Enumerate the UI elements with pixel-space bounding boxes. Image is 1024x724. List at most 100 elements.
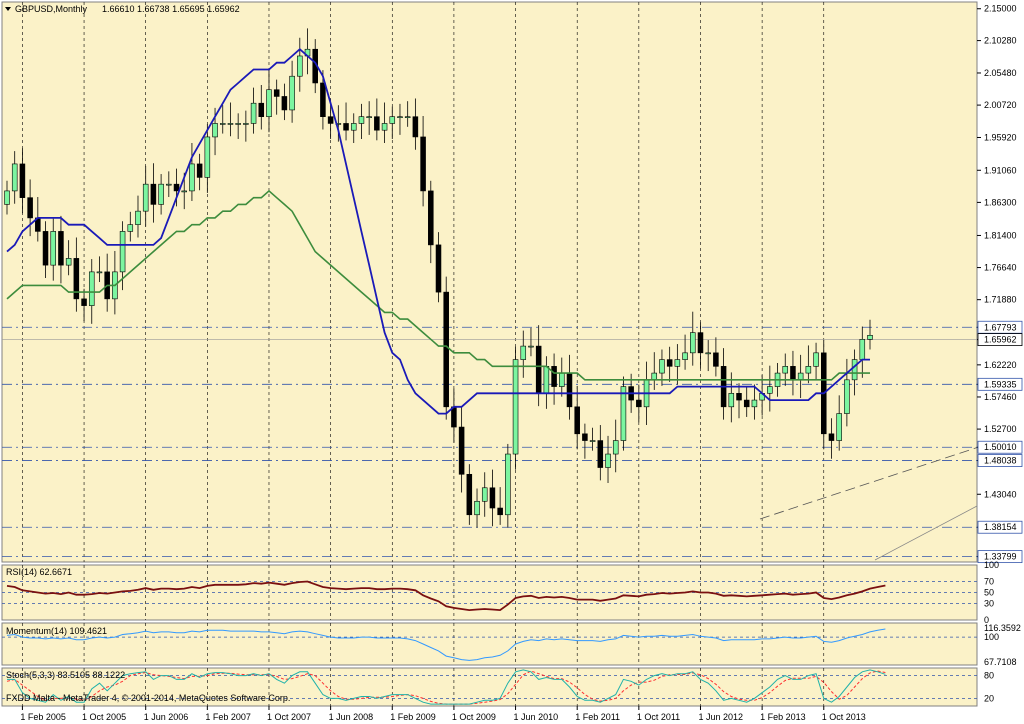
- price-tick-label: 1.71880: [984, 295, 1017, 305]
- rsi-line: [6, 580, 886, 612]
- price-tick-label: 1.59335: [984, 379, 1017, 389]
- candle-bear: [27, 197, 33, 219]
- candle-bull: [474, 500, 480, 516]
- momentum-tick-label: 116.3592: [984, 623, 1021, 633]
- candle-bull: [11, 163, 18, 192]
- time-tick-label: 1 Feb 2011: [575, 712, 620, 722]
- price-axis[interactable]: 2.15000 2.10280 2.05480 2.00720 1.95920 1.910…: [977, 4, 1023, 564]
- candle-bull: [243, 123, 249, 125]
- stoch-tick-label: 80: [984, 671, 994, 681]
- candle-bear: [535, 345, 542, 394]
- candle-bull: [751, 399, 758, 408]
- rsi-label: RSI(14) 62.6671: [6, 567, 72, 577]
- candle-bull: [512, 359, 519, 455]
- price-tick-label: 1.48038: [984, 456, 1017, 466]
- candle-bull: [481, 487, 488, 502]
- candle-bear: [451, 406, 457, 428]
- rsi-tick-label: 70: [984, 577, 994, 587]
- trend-lines: [759, 439, 1001, 561]
- price-tick-label: 1.65962: [984, 335, 1017, 345]
- time-axis[interactable]: 1 Feb 2005 1 Oct 2005 1 Jun 2006 1 Feb 2007…: [20, 706, 866, 722]
- price-tick-label: 1.50010: [984, 442, 1017, 452]
- stoch-pane[interactable]: 80 20 Stoch(5,3,3) 83.5105 88.1222 FXDD M…: [1, 667, 994, 707]
- price-pane-background: [1, 1, 978, 563]
- candle-bear: [81, 298, 87, 306]
- candle-bull: [166, 183, 172, 186]
- candle-bull: [212, 123, 218, 138]
- candle-bull: [381, 123, 388, 131]
- stoch-label: Stoch(5,3,3) 83.5105 88.1222: [6, 670, 125, 680]
- candle-bear: [73, 258, 80, 300]
- momentum-pane-background: [1, 622, 978, 666]
- chart-header: GBPUSD,Monthly 1.66610 1.66738 1.65695 1…: [5, 4, 240, 14]
- candle-bear: [443, 291, 449, 408]
- time-tick-label: 1 Jun 2010: [514, 712, 559, 722]
- candle-bear: [790, 366, 796, 381]
- candle-bull: [505, 453, 511, 516]
- candle-bear: [736, 393, 742, 401]
- price-tick-label: 1.67793: [984, 322, 1017, 332]
- candle-bear: [697, 332, 704, 354]
- candle-bear: [497, 507, 503, 516]
- price-tick-label: 1.33799: [984, 552, 1017, 562]
- time-tick-label: 1 Feb 2005: [20, 712, 66, 722]
- candle-bear: [713, 352, 719, 367]
- time-tick-label: 1 Oct 2007: [267, 712, 311, 722]
- time-tick-label: 1 Jun 2006: [144, 712, 189, 722]
- price-tick-label: 1.38154: [984, 522, 1017, 532]
- candle-bull: [119, 231, 126, 273]
- momentum-tick-label: 67.7108: [984, 657, 1017, 667]
- candle-bear: [636, 399, 642, 408]
- candle-bear: [566, 372, 573, 408]
- price-level-box: [977, 520, 1023, 534]
- candle-bear: [343, 123, 349, 131]
- candle-bear: [428, 190, 434, 246]
- candle-bear: [196, 163, 203, 178]
- trend-line-solid: [874, 505, 978, 561]
- candle-bull: [127, 224, 134, 232]
- candle-bull: [250, 102, 257, 124]
- candle-bear: [412, 116, 419, 138]
- candle-bear: [273, 89, 280, 97]
- copyright-label: FXDD Malta - MetaTrader 4, © 2001-2014, …: [6, 693, 290, 703]
- candle-bear: [489, 487, 496, 509]
- momentum-label: Momentum(14) 109.4621: [6, 626, 107, 636]
- candle-bull: [219, 123, 226, 125]
- ma-fast-line: [6, 47, 870, 415]
- candle-bear: [828, 433, 835, 441]
- candle-bear: [466, 473, 473, 516]
- stoch-tick-label: 20: [984, 693, 994, 703]
- stoch-main-line: [7, 669, 886, 705]
- candle-bull: [358, 116, 365, 124]
- momentum-grid: [2, 623, 977, 665]
- stoch-axis: 80 20: [984, 671, 994, 704]
- price-tick-label: 2.05480: [984, 68, 1017, 78]
- candle-bear: [42, 231, 49, 266]
- candle-bear: [597, 440, 604, 468]
- candle-bull: [142, 183, 149, 212]
- candle-bear: [327, 116, 334, 124]
- candle-bear: [258, 102, 265, 117]
- rsi-tick-label: 0: [984, 615, 989, 625]
- time-tick-label: 1 Oct 2013: [822, 712, 866, 722]
- candle-bull: [397, 116, 403, 118]
- candle-bull: [289, 75, 295, 111]
- price-tick-label: 1.62220: [984, 360, 1017, 370]
- candle-bull: [227, 123, 234, 125]
- candle-bear: [420, 136, 426, 192]
- candle-bull: [4, 190, 10, 205]
- price-pane[interactable]: 2.15000 2.10280 2.05480 2.00720 1.95920 1.910…: [1, 1, 1023, 564]
- ma-slow-line: [6, 189, 870, 381]
- candle-bull: [728, 393, 735, 408]
- candle-bull: [651, 372, 658, 381]
- candle-bull: [690, 332, 696, 354]
- price-tick-label: 1.76640: [984, 263, 1017, 273]
- candle-bear: [281, 96, 288, 111]
- time-tick-label: 1 Feb 2007: [205, 712, 251, 722]
- candle-bull: [620, 386, 627, 441]
- chevron-down-icon[interactable]: [5, 7, 11, 11]
- candle-bull: [297, 55, 303, 77]
